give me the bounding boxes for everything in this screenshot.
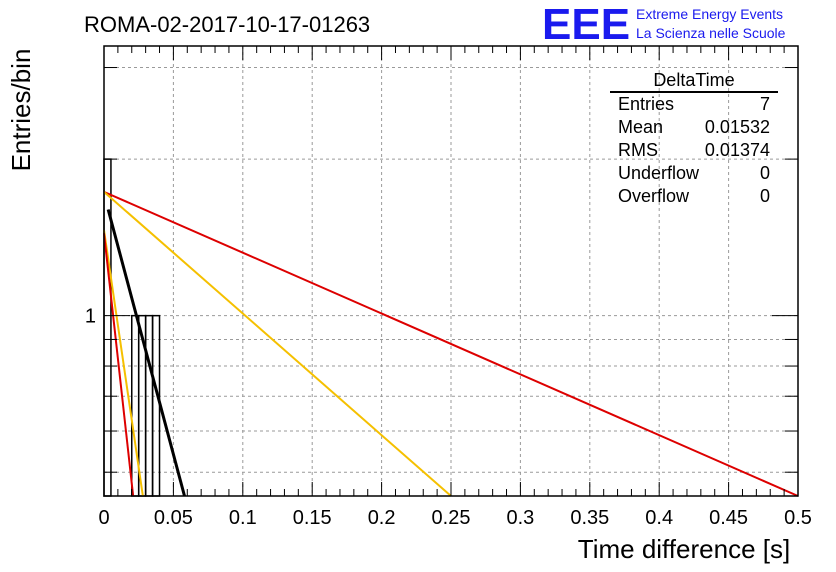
histogram-bar [131,314,140,497]
axes [103,45,799,497]
stats-row-value: 0.01374 [705,140,770,160]
x-tick-label: 0.1 [229,507,257,529]
stats-row-value: 0.01532 [705,117,770,137]
y-tick-label: 1 [85,306,96,328]
stats-row-label: Underflow [618,163,700,183]
x-tick-label: 0.4 [645,507,673,529]
grid-lines [104,46,798,496]
x-tick-label: 0.3 [506,507,534,529]
stats-row-value: 7 [760,94,770,114]
stats-box-title: DeltaTime [653,70,734,90]
x-tick-label: 0 [98,507,109,529]
fit-lines [103,190,799,497]
fit-line [106,209,186,497]
histogram-bar [103,158,112,497]
fit-line [103,230,144,497]
eee-logo-mark: EEE [542,0,630,49]
histogram-bar [151,314,161,497]
x-tick-label: 0.5 [784,507,812,529]
stats-row-label: Entries [618,94,674,114]
x-tick-label: 0.2 [368,507,396,529]
stats-row-label: Overflow [618,186,690,206]
y-tick-labels: 1 [85,306,96,328]
histogram-bar [144,314,154,497]
fit-line [103,233,135,497]
stats-box: DeltaTime Entries 7 Mean 0.01532 RMS 0.01374U… [610,70,778,206]
fit-line [103,190,799,497]
stats-row-value: 0 [760,186,770,206]
histogram-bars [103,158,161,497]
x-tick-label: 0.45 [709,507,748,529]
y-axis-label: Entries/bin [6,49,36,172]
fit-line [103,191,452,497]
stats-row-value: 0 [760,163,770,183]
plot-frame [103,45,799,497]
x-tick-label: 0.25 [432,507,471,529]
logo-line-1: Extreme Energy Events [636,6,783,22]
x-tick-label: 0.15 [293,507,332,529]
logo-line-2: La Scienza nelle Scuole [636,25,786,41]
x-tick-label: 0.05 [154,507,193,529]
eee-logo: EEE Extreme Energy Events La Scienza nel… [542,0,786,49]
x-axis-label: Time difference [s] [578,534,790,564]
x-tick-labels: 0 0.05 0.1 0.15 0.2 0.25 0.3 0.35 0.4 0.45 0.5 [98,507,811,529]
chart-title: ROMA-02-2017-10-17-01263 [84,12,370,37]
stats-row-label: RMS [618,140,658,160]
stats-row-label: Mean [618,117,663,137]
x-tick-label: 0.35 [570,507,609,529]
